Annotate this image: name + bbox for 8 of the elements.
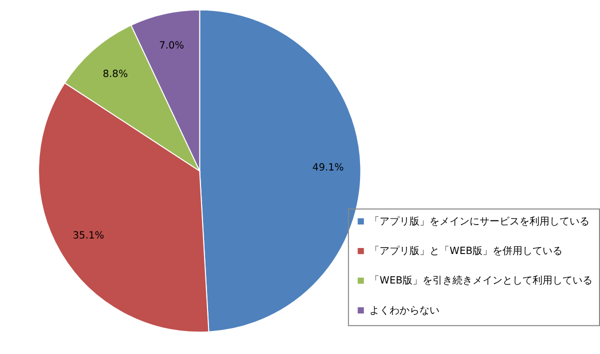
data-label: 35.1% [72,230,104,242]
data-label: 7.0% [159,40,184,52]
data-label: 8.8% [102,69,128,80]
legend-label: 「アプリ版」と「WEB版」を併用している [370,245,562,258]
legend-label: 「WEB版」を引き続きメインとして利用している [370,274,592,287]
legend-label: 「アプリ版」をメインにサービスを利用している [370,215,590,228]
data-label: 49.1% [312,162,344,174]
legend-label: よくわからない [370,305,440,316]
